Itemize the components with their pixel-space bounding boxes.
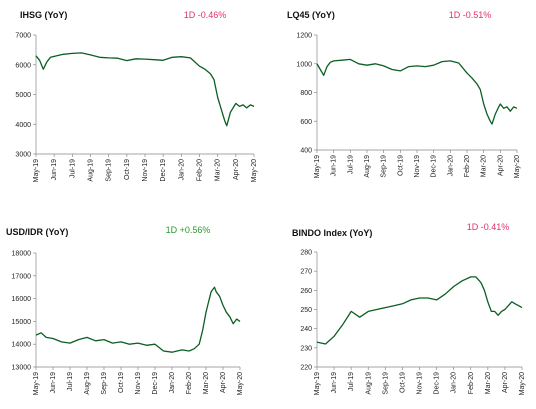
ihsg-y-tick-label: 6000 <box>15 62 31 69</box>
lq45-title: LQ45 (YoY) <box>287 10 335 20</box>
lq45-x-tick-label: Aug-19 <box>364 155 371 178</box>
bindo-y-tick-label: 220 <box>300 365 312 372</box>
ihsg-series-line <box>35 52 255 127</box>
ihsg-y-tick-label: 5000 <box>15 92 31 99</box>
ihsg-chart: IHSG (YoY) 1D -0.46% 3000 4000 5000 6000 7000 M… <box>15 10 258 182</box>
ihsg-x-tick-label: Mar-20 <box>215 159 222 181</box>
bindo-x-tick-label: Oct-19 <box>399 372 406 393</box>
bindo-x-tick-label: Apr-20 <box>502 372 509 393</box>
bindo-x-tick-label: Nov-19 <box>417 372 424 395</box>
usdidr-x-tick-label: Jul-19 <box>67 372 74 391</box>
usdidr-x-tick-label: Mar-20 <box>203 372 210 394</box>
ihsg-x-tick-label: Oct-19 <box>124 159 131 180</box>
lq45-x-tick-label: Mar-20 <box>481 155 488 177</box>
lq45-series-line <box>316 58 518 125</box>
usdidr-x-tick-label: Jun-19 <box>50 372 57 394</box>
bindo-x-tick-label: Mar-20 <box>485 372 492 394</box>
usdidr-x-tick-label: Aug-19 <box>84 372 91 395</box>
ihsg-daily-change: 1D -0.46% <box>184 10 227 20</box>
usdidr-x-tick-label: Jan-20 <box>169 372 176 394</box>
bindo-chart: BINDO Index (YoY) 1D -0.41% 220 230 240 250 26… <box>292 222 526 395</box>
ihsg-x-tick-label: Jun-19 <box>51 159 58 181</box>
usdidr-y-tick-label: 15000 <box>12 319 32 326</box>
ihsg-x-tick-label: May-20 <box>251 159 258 182</box>
usdidr-x-tick-label: Oct-19 <box>118 372 125 393</box>
usdidr-x-tick-label: Dec-19 <box>152 372 159 395</box>
lq45-x-tick-label: Apr-20 <box>497 155 504 176</box>
bindo-x-tick-label: Jul-19 <box>348 372 355 391</box>
ihsg-x-tick-label: Jan-20 <box>178 159 185 181</box>
usdidr-x-tick-label: May-19 <box>33 372 40 395</box>
lq45-y-tick-label: 1000 <box>296 61 312 68</box>
bindo-y-tick-label: 250 <box>300 307 312 314</box>
bindo-x-tick-label: Sep-19 <box>382 372 389 395</box>
bindo-daily-change: 1D -0.41% <box>467 222 510 232</box>
lq45-x-tick-label: Dec-19 <box>431 155 438 178</box>
bindo-y-tick-label: 270 <box>300 269 312 276</box>
bindo-x-tick-label: Feb-20 <box>468 372 475 394</box>
ihsg-y-tick-label: 3000 <box>15 152 31 159</box>
lq45-x-tick-label: Jul-19 <box>347 155 354 174</box>
lq45-y-tick-label: 600 <box>300 119 312 126</box>
usdidr-y-tick-label: 16000 <box>12 296 32 303</box>
lq45-x-tick-label: Sep-19 <box>381 155 388 178</box>
lq45-x-tick-label: Jun-19 <box>331 155 338 177</box>
ihsg-x-tick-label: May-19 <box>33 159 40 182</box>
ihsg-y-tick-label: 4000 <box>15 122 31 129</box>
bindo-x-tick-label: Jan-20 <box>451 372 458 394</box>
bindo-x-tick-label: May-19 <box>314 372 321 395</box>
usdidr-title: USD/IDR (YoY) <box>6 227 68 237</box>
lq45-y-tick-label: 1200 <box>296 33 312 40</box>
lq45-y-tick-label: 400 <box>300 148 312 155</box>
lq45-chart: LQ45 (YoY) 1D -0.51% 400 600 800 1000 1200 May-… <box>287 10 521 178</box>
usdidr-y-tick-label: 17000 <box>12 273 32 280</box>
usdidr-y-tick-label: 18000 <box>12 251 32 258</box>
lq45-x-tick-label: Feb-20 <box>464 155 471 177</box>
usdidr-x-tick-label: Feb-20 <box>186 372 193 394</box>
bindo-x-tick-label: Jun-19 <box>331 372 338 394</box>
bindo-y-tick-label: 260 <box>300 288 312 295</box>
ihsg-x-tick-label: Nov-19 <box>142 159 149 182</box>
ihsg-x-tick-label: Sep-19 <box>106 159 113 182</box>
usdidr-x-tick-label: May-20 <box>237 372 244 395</box>
lq45-x-tick-label: May-19 <box>314 155 321 178</box>
lq45-daily-change: 1D -0.51% <box>449 10 492 20</box>
ihsg-title: IHSG (YoY) <box>20 10 67 20</box>
bindo-x-tick-label: May-20 <box>519 372 526 395</box>
ihsg-x-tick-label: Apr-20 <box>233 159 240 180</box>
lq45-x-tick-label: Oct-19 <box>397 155 404 176</box>
bindo-series-line <box>316 276 523 345</box>
usdidr-y-tick-label: 13000 <box>12 365 32 372</box>
lq45-x-tick-label: Jan-20 <box>447 155 454 177</box>
ihsg-y-tick-label: 7000 <box>15 33 31 40</box>
usdidr-x-tick-label: Apr-20 <box>220 372 227 393</box>
ihsg-x-tick-label: Dec-19 <box>160 159 167 182</box>
bindo-y-tick-label: 280 <box>300 250 312 257</box>
lq45-x-tick-label: Nov-19 <box>414 155 421 178</box>
ihsg-x-tick-label: Feb-20 <box>197 159 204 181</box>
bindo-x-tick-label: Aug-19 <box>365 372 372 395</box>
ihsg-x-tick-label: Jul-19 <box>69 159 76 178</box>
usdidr-x-tick-label: Nov-19 <box>135 372 142 395</box>
usdidr-x-tick-label: Sep-19 <box>101 372 108 395</box>
ihsg-x-tick-label: Aug-19 <box>88 159 95 182</box>
usdidr-y-tick-label: 14000 <box>12 342 32 349</box>
bindo-y-tick-label: 230 <box>300 345 312 352</box>
lq45-x-tick-label: May-20 <box>514 155 521 178</box>
usdidr-series-line <box>35 286 241 353</box>
bindo-y-tick-label: 240 <box>300 326 312 333</box>
lq45-y-tick-label: 800 <box>300 90 312 97</box>
bindo-title: BINDO Index (YoY) <box>292 228 372 238</box>
bindo-x-tick-label: Dec-19 <box>434 372 441 395</box>
usdidr-daily-change: 1D +0.56% <box>166 225 211 235</box>
usdidr-chart: USD/IDR (YoY) 1D +0.56% 13000 14000 15000 160… <box>6 225 244 395</box>
